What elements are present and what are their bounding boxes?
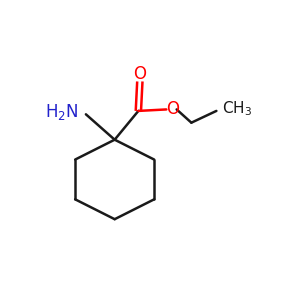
Text: O: O: [133, 65, 146, 83]
Text: CH$_3$: CH$_3$: [222, 100, 252, 118]
Text: H$_2$N: H$_2$N: [45, 102, 79, 122]
Text: O: O: [166, 100, 179, 118]
